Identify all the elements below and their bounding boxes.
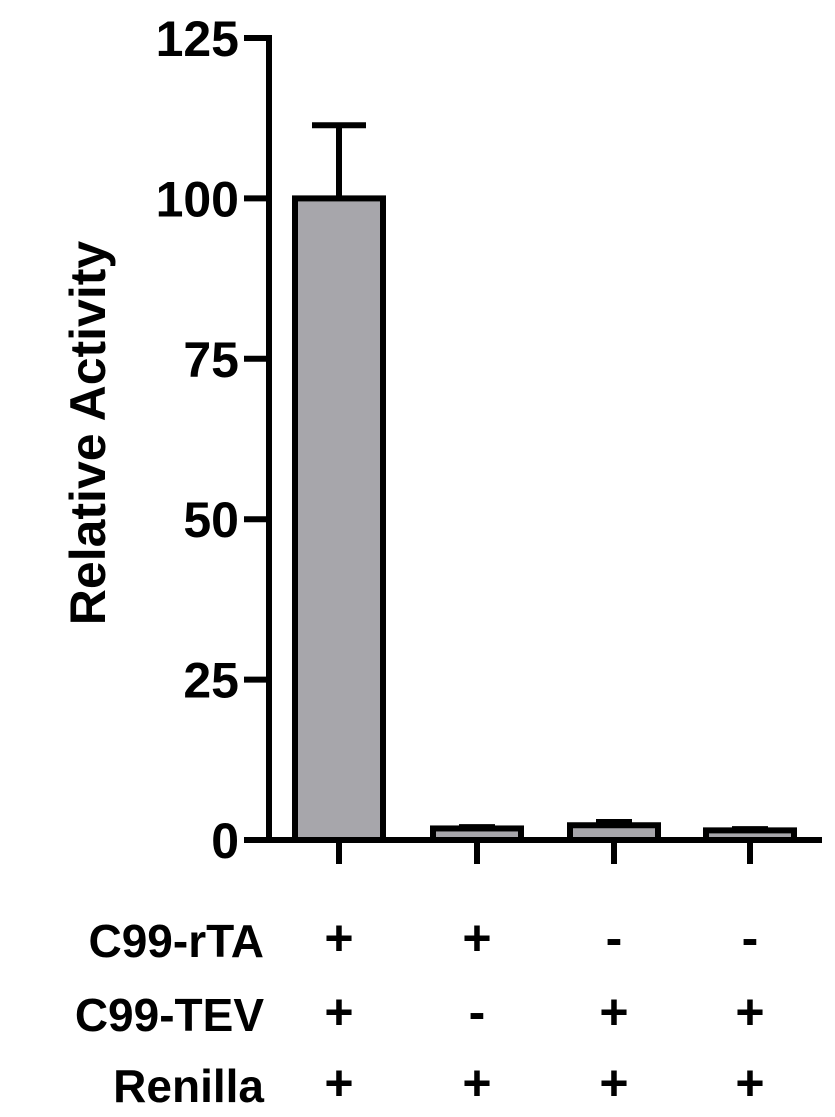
condition-sign: - — [606, 910, 623, 966]
bars — [292, 195, 797, 844]
y-tick-label-25: 25 — [183, 653, 239, 709]
condition-sign: + — [462, 910, 491, 966]
condition-label-renilla: Renilla — [113, 1060, 264, 1112]
y-axis-label: Relative Activity — [60, 241, 116, 626]
condition-sign: + — [599, 1055, 628, 1111]
condition-table: C99-rTA + + - - C99-TEV + - + + Renilla + + + + — [75, 910, 765, 1112]
condition-sign: + — [462, 1055, 491, 1111]
condition-sign: - — [469, 984, 486, 1040]
y-axis-ticks: 0 25 50 75 100 125 — [156, 11, 269, 869]
condition-sign: + — [324, 984, 353, 1040]
condition-sign: + — [324, 910, 353, 966]
y-tick-label-100: 100 — [156, 171, 239, 227]
condition-sign: + — [599, 984, 628, 1040]
condition-sign: + — [324, 1055, 353, 1111]
condition-sign: + — [735, 1055, 764, 1111]
y-tick-label-50: 50 — [183, 492, 239, 548]
y-tick-label-0: 0 — [211, 813, 239, 869]
y-tick-label-75: 75 — [183, 332, 239, 388]
axes — [266, 35, 822, 864]
y-tick-label-125: 125 — [156, 11, 239, 67]
condition-sign: + — [735, 984, 764, 1040]
condition-sign: - — [742, 910, 759, 966]
bar-1 — [292, 195, 386, 843]
error-bars — [312, 122, 768, 833]
condition-label-c99-tev: C99-TEV — [75, 989, 264, 1041]
condition-label-c99-rta: C99-rTA — [88, 915, 264, 967]
